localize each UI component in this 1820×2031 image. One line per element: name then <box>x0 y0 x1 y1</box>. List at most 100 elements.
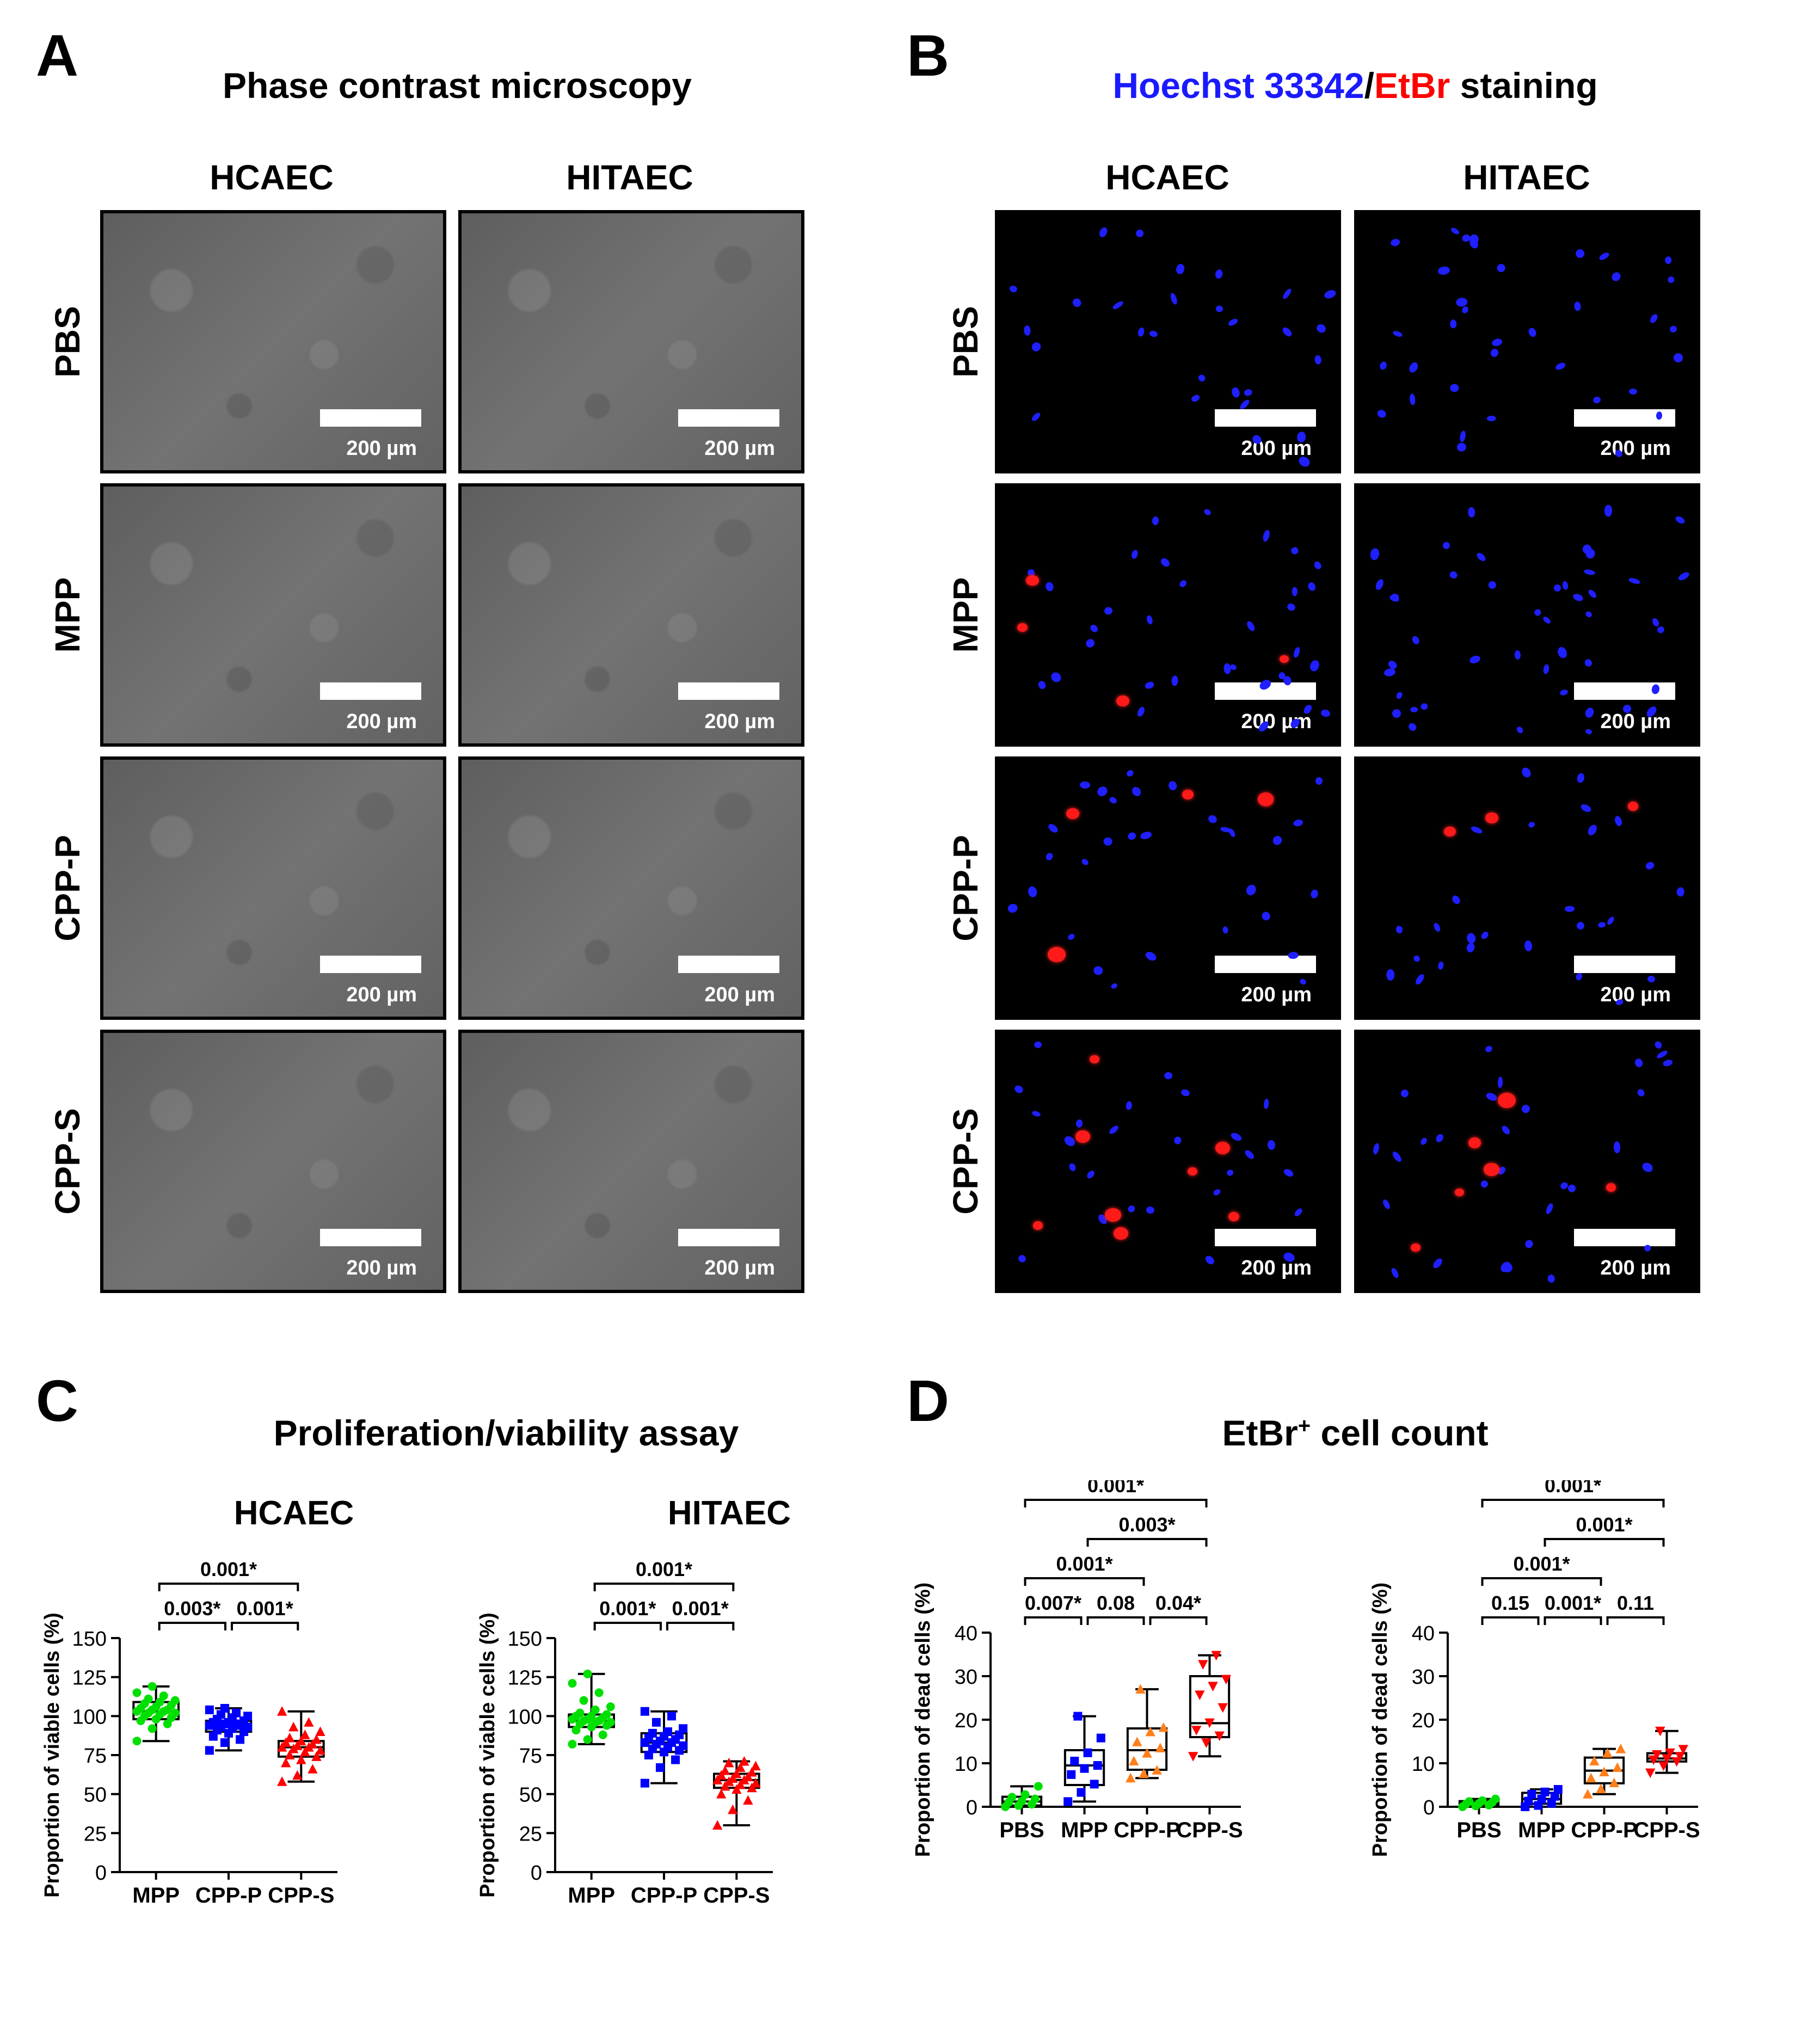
nucleus-blue <box>1126 1204 1136 1214</box>
nucleus-blue <box>1468 654 1481 665</box>
nucleus-blue <box>1095 785 1109 799</box>
etbr-text: EtBr <box>1222 1413 1298 1453</box>
nucleus-blue <box>1196 373 1207 384</box>
fluor-image-hitaec-pbs: 200 µm <box>1354 210 1700 473</box>
nucleus-blue <box>1431 1257 1444 1270</box>
panel-c-title: Proliferation/viability assay <box>273 1413 739 1453</box>
data-point <box>1020 1790 1030 1799</box>
nucleus-blue <box>1243 389 1253 397</box>
nucleus-blue <box>1143 950 1158 963</box>
nucleus-blue <box>1640 1161 1655 1174</box>
nucleus-blue <box>1175 263 1186 275</box>
nucleus-blue <box>1169 292 1179 305</box>
significance-bracket <box>1149 1616 1208 1625</box>
panel-letter-b: B <box>907 22 949 88</box>
significance-bracket <box>1481 1499 1665 1507</box>
nucleus-blue <box>1127 831 1138 841</box>
scale-bar <box>1215 1229 1316 1246</box>
nucleus-blue <box>1554 361 1566 371</box>
data-point <box>236 1735 245 1744</box>
nucleus-blue <box>1267 1140 1276 1150</box>
nucleus-blue <box>1068 1162 1077 1172</box>
data-point <box>1129 1756 1139 1765</box>
nucleus-blue <box>1573 301 1582 311</box>
data-point <box>1083 1748 1092 1757</box>
data-point <box>1017 1796 1026 1806</box>
data-point <box>716 1789 727 1799</box>
data-point <box>679 1741 688 1750</box>
fluor-image-hcaec-cpps: 200 µm <box>995 1030 1341 1293</box>
data-point <box>205 1746 214 1755</box>
data-point <box>1145 1726 1155 1737</box>
data-point <box>583 1669 592 1678</box>
nucleus-blue <box>1636 1087 1646 1098</box>
significance-bracket <box>158 1583 299 1591</box>
p-value-label: 0.001* <box>1576 1513 1632 1536</box>
nucleus-blue <box>1501 1124 1511 1136</box>
box-group <box>1645 1726 1689 1778</box>
nucleus-blue <box>1419 1136 1428 1146</box>
data-point <box>1142 1748 1152 1758</box>
nucleus-blue <box>1079 781 1091 790</box>
data-point <box>155 1697 164 1707</box>
significance-bracket <box>1544 1616 1602 1625</box>
nucleus-red <box>1410 1243 1421 1252</box>
nucleus-blue <box>1130 549 1139 561</box>
data-point <box>1609 1777 1619 1787</box>
title-separator: / <box>1364 65 1374 106</box>
y-tick-label: 100 <box>72 1706 107 1728</box>
nucleus-red <box>1485 813 1498 824</box>
nucleus-blue <box>1049 670 1063 685</box>
data-point <box>679 1724 688 1733</box>
nucleus-blue <box>1136 706 1146 718</box>
nucleus-blue <box>1149 330 1159 338</box>
y-tick-label: 30 <box>955 1666 977 1689</box>
nucleus-blue <box>1399 1088 1410 1099</box>
nucleus-blue <box>1226 1168 1234 1177</box>
data-point <box>1658 1761 1669 1771</box>
data-point <box>712 1820 723 1830</box>
nucleus-blue <box>1389 237 1401 247</box>
x-tick-label: PBS <box>1456 1818 1501 1842</box>
significance-bracket <box>1481 1616 1540 1625</box>
chart-c2-title: HITAEC <box>667 1494 791 1532</box>
nucleus-blue <box>1030 341 1043 354</box>
data-point <box>731 1768 742 1778</box>
p-value-label: 0.001* <box>1545 1592 1601 1614</box>
scale-bar <box>1574 682 1675 700</box>
nucleus-blue <box>1244 1148 1256 1161</box>
data-point <box>1491 1794 1500 1804</box>
data-point <box>640 1707 649 1716</box>
significance-bracket <box>593 1622 662 1630</box>
nucleus-blue <box>1414 973 1426 986</box>
y-tick-label: 0 <box>531 1862 542 1885</box>
y-tick-label: 0 <box>966 1796 977 1819</box>
data-point <box>1524 1796 1533 1806</box>
y-tick-label: 40 <box>955 1622 977 1645</box>
nucleus-blue <box>1013 1084 1024 1094</box>
significance-bracket <box>158 1622 226 1630</box>
y-tick-label: 10 <box>1412 1753 1435 1776</box>
phase-image-hitaec-pbs: 200 µm <box>458 210 804 473</box>
p-value-label: 0.003* <box>164 1597 220 1620</box>
nucleus-blue <box>1395 691 1404 700</box>
data-point <box>315 1745 325 1755</box>
nucleus-blue <box>1386 969 1395 981</box>
y-axis-label: Proportion of viable cells (%) <box>41 1613 64 1898</box>
p-value-label: 0.001* <box>1087 1480 1144 1497</box>
data-point <box>1063 1797 1073 1806</box>
nucleus-blue <box>1449 319 1457 329</box>
nucleus-blue <box>1575 920 1585 931</box>
scale-label: 200 µm <box>704 1257 775 1279</box>
scale-label: 200 µm <box>346 1257 417 1279</box>
data-point <box>1188 1752 1198 1762</box>
nucleus-blue <box>1037 680 1047 691</box>
box-group <box>1458 1794 1500 1811</box>
y-tick-label: 20 <box>1412 1709 1435 1732</box>
data-point <box>663 1727 673 1736</box>
nucleus-blue <box>1497 1076 1503 1088</box>
fluor-image-hitaec-cpps: 200 µm <box>1354 1030 1700 1293</box>
data-point <box>163 1719 172 1728</box>
data-point <box>1665 1748 1675 1758</box>
nucleus-blue <box>1260 910 1272 922</box>
